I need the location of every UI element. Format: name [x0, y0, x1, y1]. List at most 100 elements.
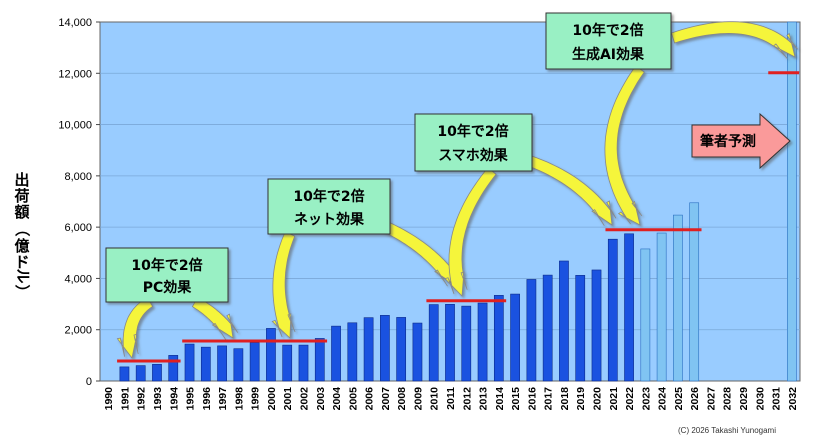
annotation-net-line2: ネット効果 [294, 211, 365, 228]
arrow-pc-right [191, 296, 239, 341]
x-tick-label: 2019 [575, 387, 587, 411]
y-tick-label: 12,000 [58, 68, 92, 80]
bar-2011 [445, 304, 455, 382]
x-tick-label: 1993 [152, 387, 164, 411]
annotation-genai-line1: 10年で2倍 [572, 22, 643, 39]
annotation-smartphone-line1: 10年で2倍 [437, 123, 508, 140]
bar-2006 [363, 317, 374, 382]
x-tick-label: 2008 [396, 387, 408, 411]
annotation-box-pc: 10年で2倍 PC効果 [105, 247, 229, 303]
bar-1999 [249, 342, 260, 382]
x-tick-label: 2024 [657, 387, 669, 411]
x-tick-label: 1999 [250, 387, 262, 411]
arrow-genai-right [670, 21, 799, 59]
x-tick-label: 1990 [103, 387, 115, 411]
growth-arrows [116, 21, 799, 359]
bar-2021 [607, 238, 618, 382]
bar-2023 [640, 248, 651, 382]
bar-2025 [673, 214, 683, 382]
x-tick-label: 2000 [266, 387, 278, 411]
bar-1997 [217, 345, 227, 382]
annotation-box-smartphone: 10年で2倍 スマホ効果 [414, 113, 533, 172]
x-tick-label: 2026 [689, 387, 701, 411]
bar-2007 [380, 315, 390, 382]
y-tick-label: 0 [86, 376, 92, 388]
bar-2014 [493, 295, 504, 382]
bar-2009 [412, 322, 423, 382]
y-axis-label-char: ル [14, 268, 32, 283]
x-tick-label: 2002 [298, 387, 310, 411]
x-tick-label: 1994 [168, 387, 180, 411]
bar-2015 [510, 293, 520, 382]
x-axis-ticks: 1990 1991 1992 1993 1994 1995 1996 1997 1998 1999… [103, 387, 799, 411]
x-tick-label: 2028 [722, 387, 734, 411]
y-axis-label-char: 億 [14, 237, 29, 255]
x-tick-label: 2021 [608, 387, 620, 411]
bar-2018 [559, 260, 569, 382]
forecast-label-text: 筆者予測 [700, 133, 756, 150]
bar-2024 [656, 232, 667, 382]
bar-2003 [314, 338, 325, 382]
x-tick-label: 1997 [217, 387, 229, 411]
x-tick-label: 2020 [592, 387, 604, 411]
bar-2004 [331, 325, 341, 382]
x-tick-label: 1991 [119, 387, 131, 411]
x-tick-label: 2027 [705, 387, 717, 411]
x-tick-label: 2005 [347, 387, 359, 411]
bar-2032 [787, 21, 797, 382]
x-tick-label: 2023 [640, 387, 652, 411]
bar-2026 [689, 202, 700, 382]
x-tick-label: 2030 [754, 387, 766, 411]
y-axis-label: 出 荷 額 （ 億 ド ル ） [13, 171, 32, 300]
x-tick-label: 2001 [282, 387, 294, 411]
x-tick-label: 1998 [233, 387, 245, 411]
y-tick-label: 4,000 [64, 273, 92, 285]
level-lines [117, 71, 800, 363]
bar-2008 [396, 317, 407, 382]
annotation-smartphone-line2: スマホ効果 [438, 147, 509, 164]
y-axis-label-char: ド [14, 253, 29, 271]
bar-2019 [575, 275, 586, 382]
arrow-net-left [271, 231, 296, 339]
bars [119, 21, 797, 382]
annotation-pc-line2: PC効果 [143, 279, 193, 296]
annotation-net-line1: 10年で2倍 [293, 188, 364, 205]
x-tick-label: 2015 [510, 387, 522, 411]
bar-1995 [184, 343, 195, 382]
bar-2002 [298, 344, 309, 382]
y-tick-label: 6,000 [64, 222, 92, 234]
x-tick-label: 2003 [315, 387, 327, 411]
bar-2001 [282, 344, 293, 382]
annotation-genai-line2: 生成AI効果 [572, 46, 645, 63]
x-tick-label: 2031 [771, 387, 783, 411]
y-tick-label: 10,000 [58, 120, 92, 132]
bar-1992 [135, 365, 146, 382]
x-tick-label: 2018 [559, 387, 571, 411]
x-tick-label: 1992 [136, 387, 148, 411]
x-tick-label: 2022 [624, 387, 636, 411]
x-tick-label: 2011 [445, 387, 457, 410]
x-tick-label: 2014 [494, 387, 506, 411]
y-tick-label: 2,000 [64, 325, 92, 337]
bar-2012 [461, 305, 472, 382]
x-tick-label: 2017 [543, 387, 555, 411]
bar-2016 [526, 279, 537, 382]
annotation-pc-line1: 10年で2倍 [131, 257, 202, 274]
x-tick-label: 2032 [787, 387, 799, 411]
arrow-smartphone-left [444, 167, 497, 297]
x-tick-label: 2004 [331, 387, 343, 411]
y-tick-label: 8,000 [64, 171, 92, 183]
x-tick-label: 2029 [738, 387, 750, 411]
copyright-text: (C) 2026 Takashi Yunogami [678, 426, 776, 435]
arrow-pc-left [116, 296, 154, 359]
x-tick-label: 1995 [185, 387, 197, 411]
x-tick-label: 2013 [478, 387, 490, 411]
y-axis-label-char: 荷 [14, 187, 29, 205]
bar-2020 [591, 269, 602, 382]
bar-1996 [200, 346, 211, 382]
forecast-label: 筆者予測 [691, 112, 791, 170]
y-axis-label-char: ） [13, 284, 31, 299]
x-tick-label: 2010 [429, 387, 441, 411]
annotation-box-genai: 10年で2倍 生成AI効果 [545, 12, 672, 70]
